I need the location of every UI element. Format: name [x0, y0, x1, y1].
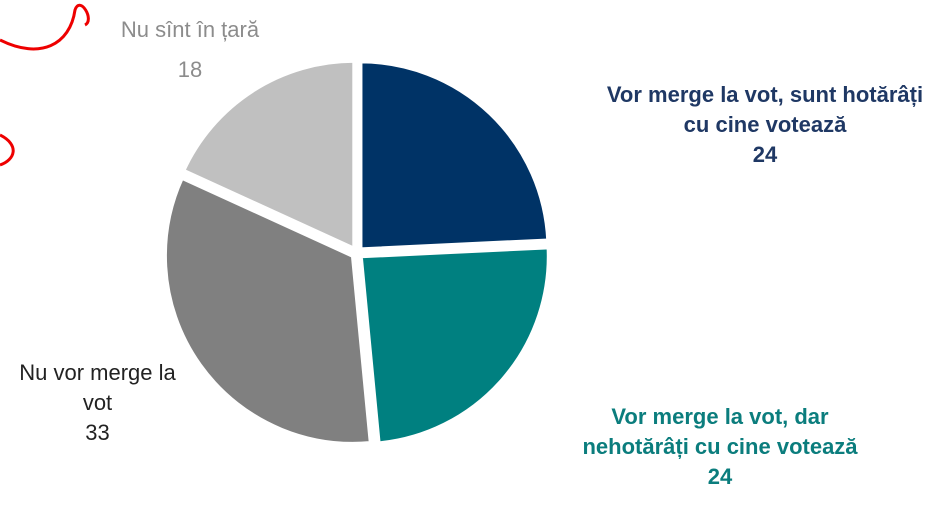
- label-name: Nu sînt în țară: [120, 17, 260, 42]
- label-name: Vor merge la vot, dar nehotărâți cu cine…: [582, 404, 858, 459]
- pie-slice: [162, 175, 373, 446]
- label-value: 18: [177, 57, 203, 82]
- pie-slice: [358, 245, 551, 446]
- annotation-scribble: [0, 3, 90, 167]
- slice-label: Vor merge la vot, dar nehotărâți cu cine…: [560, 402, 880, 492]
- pie-slice: [180, 58, 357, 252]
- label-name: Vor merge la vot, sunt hotărâți cu cine …: [606, 82, 924, 137]
- slice-label: Nu vor merge la vot 33: [5, 358, 190, 448]
- label-name: Nu vor merge la vot: [19, 360, 176, 415]
- label-value: 33: [85, 420, 110, 445]
- label-value: 24: [707, 464, 733, 489]
- label-value: 24: [752, 142, 778, 167]
- slice-label: Nu sînt în țară 18: [95, 10, 285, 90]
- pie-slice: [358, 59, 551, 252]
- slice-label: Vor merge la vot, sunt hotărâți cu cine …: [600, 80, 927, 170]
